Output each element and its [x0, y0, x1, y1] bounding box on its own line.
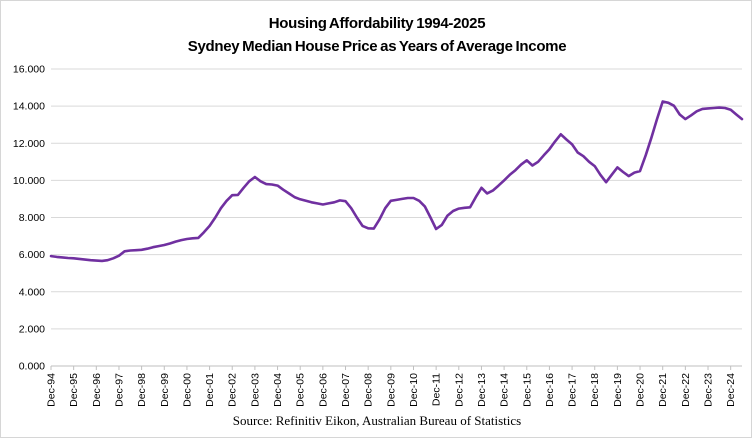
y-axis-tick-label: 0.000: [19, 361, 45, 373]
y-axis-tick-label: 6.000: [19, 249, 45, 261]
x-axis-tick-label: Dec-96: [91, 373, 103, 407]
y-axis-tick-label: 14.000: [13, 101, 45, 113]
x-axis-tick-label: Dec-13: [476, 373, 488, 407]
y-axis-tick-label: 12.000: [13, 138, 45, 150]
x-axis-tick-label: Dec-04: [272, 373, 284, 407]
x-axis-tick-label: Dec-97: [113, 373, 125, 407]
x-axis-tick-label: Dec-02: [227, 373, 239, 407]
x-axis-tick-label: Dec-11: [431, 373, 443, 406]
x-axis-tick-label: Dec-17: [567, 373, 579, 407]
x-axis-tick-label: Dec-16: [544, 373, 556, 407]
y-axis-tick-label: 8.000: [19, 212, 45, 224]
chart-title: Housing Affordability 1994-2025 Sydney M…: [1, 12, 751, 58]
x-axis-tick-label: Dec-18: [589, 373, 601, 407]
y-axis-tick-label: 4.000: [19, 286, 45, 298]
x-axis-tick-label: Dec-95: [68, 373, 80, 407]
y-axis-tick-label: 16.000: [13, 64, 45, 76]
x-axis-tick-label: Dec-01: [204, 373, 216, 407]
x-axis-tick-label: Dec-12: [453, 373, 465, 407]
chart-title-line1: Housing Affordability 1994-2025: [268, 15, 486, 32]
x-axis-tick-label: Dec-22: [680, 373, 692, 407]
x-axis-tick-label: Dec-03: [249, 373, 261, 407]
x-axis-tick-label: Dec-09: [385, 373, 397, 407]
x-axis-tick-label: Dec-15: [521, 373, 533, 407]
x-axis-tick-label: Dec-99: [159, 373, 171, 407]
x-axis-tick-label: Dec-08: [363, 373, 375, 407]
x-axis-tick-label: Dec-20: [635, 373, 647, 407]
x-axis-tick-label: Dec-06: [317, 373, 329, 407]
y-axis-tick-label: 10.000: [13, 175, 45, 187]
source-note: Source: Refinitiv Eikon, Australian Bure…: [232, 413, 522, 428]
x-axis-tick-label: Dec-24: [725, 373, 737, 407]
x-axis-tick-label: Dec-10: [408, 373, 420, 407]
x-axis-tick-label: Dec-23: [703, 373, 715, 407]
x-axis-tick-label: Dec-94: [46, 373, 58, 407]
series-line-sydney-affordability: [49, 100, 744, 263]
x-axis-tick-label: Dec-14: [499, 373, 511, 407]
x-axis-tick-label: Dec-05: [295, 373, 307, 407]
x-axis-tick-label: Dec-21: [657, 373, 669, 407]
x-axis-tick-label: Dec-98: [136, 373, 148, 407]
y-axis-tick-label: 2.000: [19, 323, 45, 335]
x-axis-tick-label: Dec-19: [612, 373, 624, 407]
x-axis-tick-label: Dec-00: [181, 373, 193, 407]
chart-title-line2: Sydney Median House Price as Years of Av…: [187, 38, 567, 55]
x-axis-tick-label: Dec-07: [340, 373, 352, 407]
